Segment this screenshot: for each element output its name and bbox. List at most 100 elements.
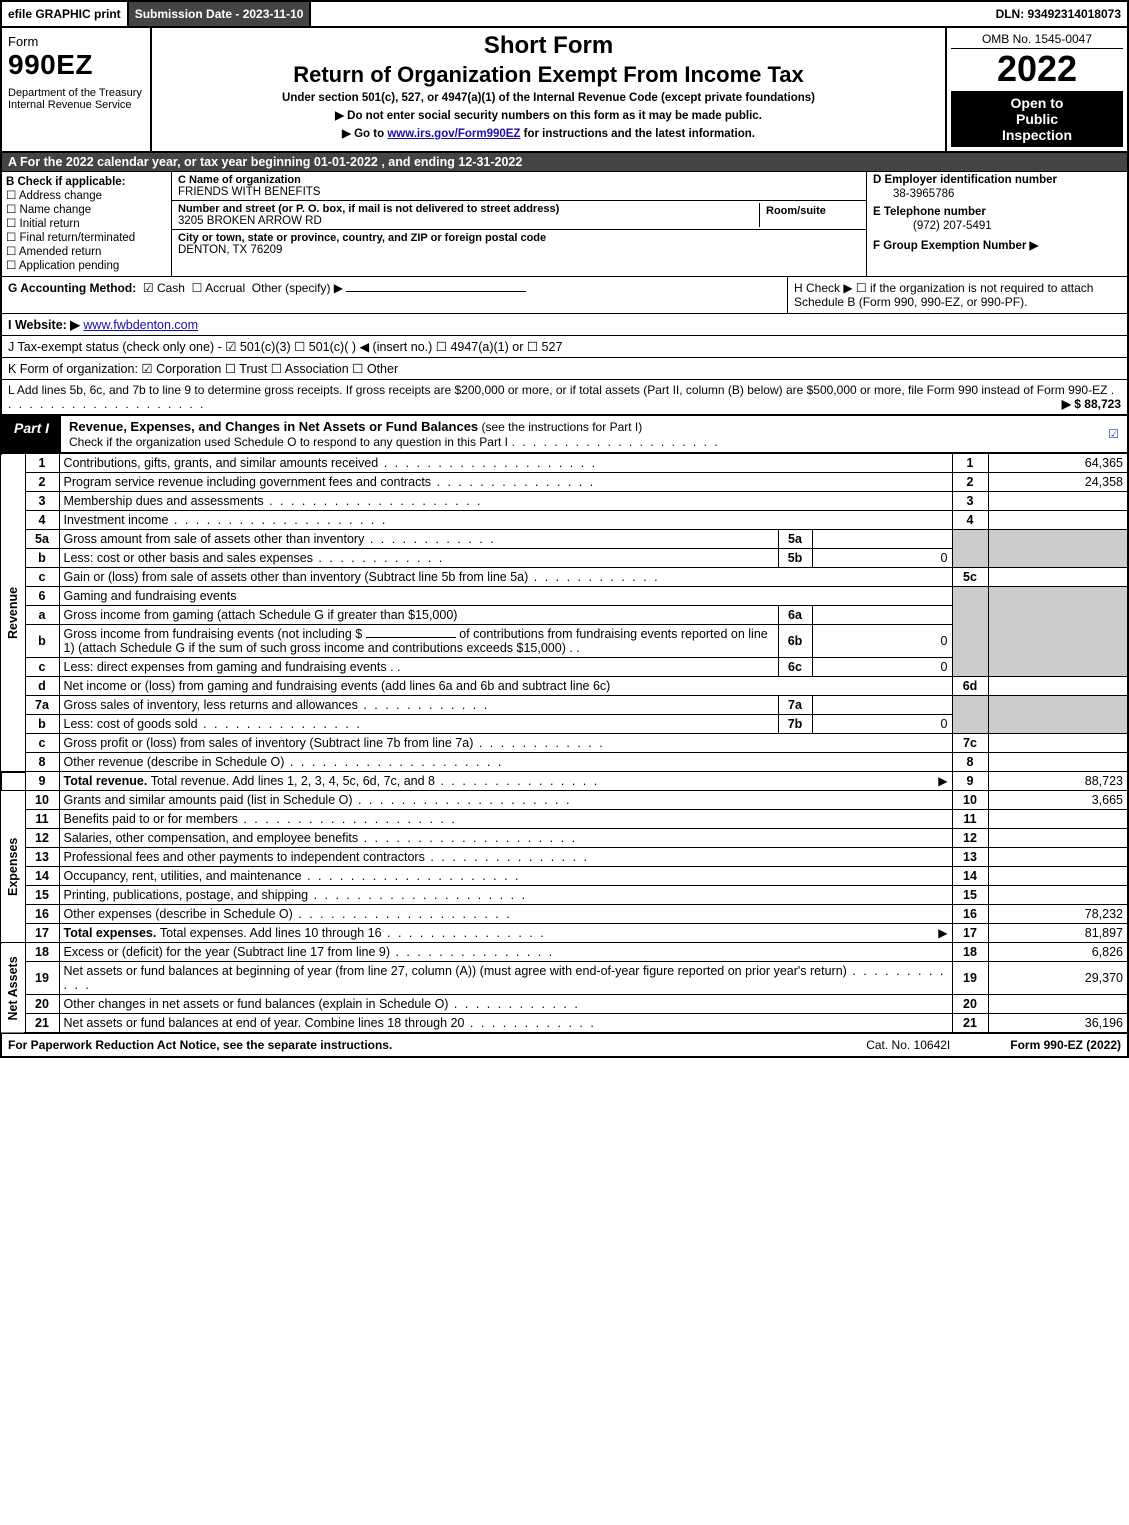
line-6d-num: d xyxy=(25,677,59,696)
check-initial-return[interactable]: Initial return xyxy=(6,216,167,230)
section-j-tax-exempt: J Tax-exempt status (check only one) - ☑… xyxy=(0,336,1129,358)
line-10-box: 10 xyxy=(952,791,988,810)
line-15-desc: Printing, publications, postage, and shi… xyxy=(59,886,952,905)
shade-5ab-amt xyxy=(988,530,1128,568)
accounting-label: G Accounting Method: xyxy=(8,281,136,295)
shade-7ab-amt xyxy=(988,696,1128,734)
line-5c-desc: Gain or (loss) from sale of assets other… xyxy=(59,568,952,587)
line-2-num: 2 xyxy=(25,473,59,492)
check-final-return[interactable]: Final return/terminated xyxy=(6,230,167,244)
line-17-amount: 81,897 xyxy=(988,924,1128,943)
line-21-amount: 36,196 xyxy=(988,1014,1128,1034)
header-right-block: OMB No. 1545-0047 2022 Open to Public In… xyxy=(947,28,1127,151)
section-i-website: I Website: ▶ www.fwbdenton.com xyxy=(0,314,1129,336)
line-1-desc: Contributions, gifts, grants, and simila… xyxy=(59,454,952,473)
line-16-box: 16 xyxy=(952,905,988,924)
short-form-title: Short Form xyxy=(162,32,935,60)
line-6a-subnum: 6a xyxy=(778,606,812,625)
line-17-desc: Total expenses. Total expenses. Add line… xyxy=(59,924,952,943)
line-6c-desc: Less: direct expenses from gaming and fu… xyxy=(59,658,778,677)
check-amended-return[interactable]: Amended return xyxy=(6,244,167,258)
line-6c-subval: 0 xyxy=(812,658,952,677)
accounting-other[interactable]: Other (specify) ▶ xyxy=(252,281,343,295)
line-18-box: 18 xyxy=(952,943,988,962)
irs-link[interactable]: www.irs.gov/Form990EZ xyxy=(387,128,520,140)
city-value: DENTON, TX 76209 xyxy=(178,244,282,256)
shade-6abc xyxy=(952,587,988,677)
line-12-amount xyxy=(988,829,1128,848)
line-8-desc: Other revenue (describe in Schedule O) xyxy=(59,753,952,772)
website-link[interactable]: www.fwbdenton.com xyxy=(83,318,198,332)
phone-label: E Telephone number xyxy=(873,206,1121,218)
form-title-block: Short Form Return of Organization Exempt… xyxy=(152,28,947,151)
line-14-desc: Occupancy, rent, utilities, and maintena… xyxy=(59,867,952,886)
open-to-public-inspection: Open to Public Inspection xyxy=(951,91,1123,147)
line-10-amount: 3,665 xyxy=(988,791,1128,810)
line-14-num: 14 xyxy=(25,867,59,886)
line-2-box: 2 xyxy=(952,473,988,492)
row-gh: G Accounting Method: Cash Accrual Other … xyxy=(0,277,1129,314)
line-7a-subnum: 7a xyxy=(778,696,812,715)
line-6-num: 6 xyxy=(25,587,59,606)
line-15-amount xyxy=(988,886,1128,905)
line-6-desc: Gaming and fundraising events xyxy=(59,587,952,606)
line-6d-box: 6d xyxy=(952,677,988,696)
line-7b-subnum: 7b xyxy=(778,715,812,734)
inspect-line2: Public xyxy=(955,111,1119,127)
line-7c-amount xyxy=(988,734,1128,753)
line-17-box: 17 xyxy=(952,924,988,943)
line-5c-num: c xyxy=(25,568,59,587)
department-label: Department of the Treasury Internal Reve… xyxy=(8,87,144,111)
omb-number: OMB No. 1545-0047 xyxy=(951,32,1123,49)
line-5b-num: b xyxy=(25,549,59,568)
form-word: Form xyxy=(8,34,144,49)
line-14-amount xyxy=(988,867,1128,886)
line-6b-num: b xyxy=(25,625,59,658)
line-5a-subnum: 5a xyxy=(778,530,812,549)
line-19-amount: 29,370 xyxy=(988,962,1128,995)
accounting-accrual[interactable]: Accrual xyxy=(192,281,245,295)
line-5c-box: 5c xyxy=(952,568,988,587)
line-1-box: 1 xyxy=(952,454,988,473)
tax-year: 2022 xyxy=(951,51,1123,87)
section-b-label: B Check if applicable: xyxy=(6,176,167,188)
section-l-text: L Add lines 5b, 6c, and 7b to line 9 to … xyxy=(8,383,1107,397)
check-name-change[interactable]: Name change xyxy=(6,202,167,216)
line-13-num: 13 xyxy=(25,848,59,867)
accounting-cash[interactable]: Cash xyxy=(143,281,185,295)
street-address-row: Number and street (or P. O. box, if mail… xyxy=(172,201,866,230)
line-6a-desc: Gross income from gaming (attach Schedul… xyxy=(59,606,778,625)
org-name-label: C Name of organization xyxy=(178,174,301,186)
revenue-spacer xyxy=(1,772,25,791)
part-i-subtitle: Check if the organization used Schedule … xyxy=(69,435,508,449)
line-6d-amount xyxy=(988,677,1128,696)
line-13-box: 13 xyxy=(952,848,988,867)
room-label: Room/suite xyxy=(766,205,826,217)
line-7c-num: c xyxy=(25,734,59,753)
org-name-value: FRIENDS WITH BENEFITS xyxy=(178,186,320,198)
section-def-block: D Employer identification number 38-3965… xyxy=(867,172,1127,276)
line-5b-subnum: 5b xyxy=(778,549,812,568)
subtitle-section: Under section 501(c), 527, or 4947(a)(1)… xyxy=(162,92,935,104)
line-6a-num: a xyxy=(25,606,59,625)
line-1-amount: 64,365 xyxy=(988,454,1128,473)
form-header: Form 990EZ Department of the Treasury In… xyxy=(0,28,1129,153)
line-13-desc: Professional fees and other payments to … xyxy=(59,848,952,867)
city-label: City or town, state or province, country… xyxy=(178,232,546,244)
line-18-num: 18 xyxy=(25,943,59,962)
line-21-box: 21 xyxy=(952,1014,988,1034)
line-20-amount xyxy=(988,995,1128,1014)
line-4-desc: Investment income xyxy=(59,511,952,530)
check-address-change[interactable]: Address change xyxy=(6,188,167,202)
line-16-num: 16 xyxy=(25,905,59,924)
check-application-pending[interactable]: Application pending xyxy=(6,258,167,272)
line-9-box: 9 xyxy=(952,772,988,791)
footer-form-ref: Form 990-EZ (2022) xyxy=(1010,1038,1121,1052)
part-i-schedule-o-checkbox[interactable]: ☑ xyxy=(1108,427,1127,441)
line-12-box: 12 xyxy=(952,829,988,848)
line-6b-amount-input[interactable] xyxy=(366,637,456,638)
accounting-other-input[interactable] xyxy=(346,291,526,292)
line-7b-desc: Less: cost of goods sold xyxy=(59,715,778,734)
line-21-num: 21 xyxy=(25,1014,59,1034)
section-c-org-address: C Name of organization FRIENDS WITH BENE… xyxy=(172,172,867,276)
